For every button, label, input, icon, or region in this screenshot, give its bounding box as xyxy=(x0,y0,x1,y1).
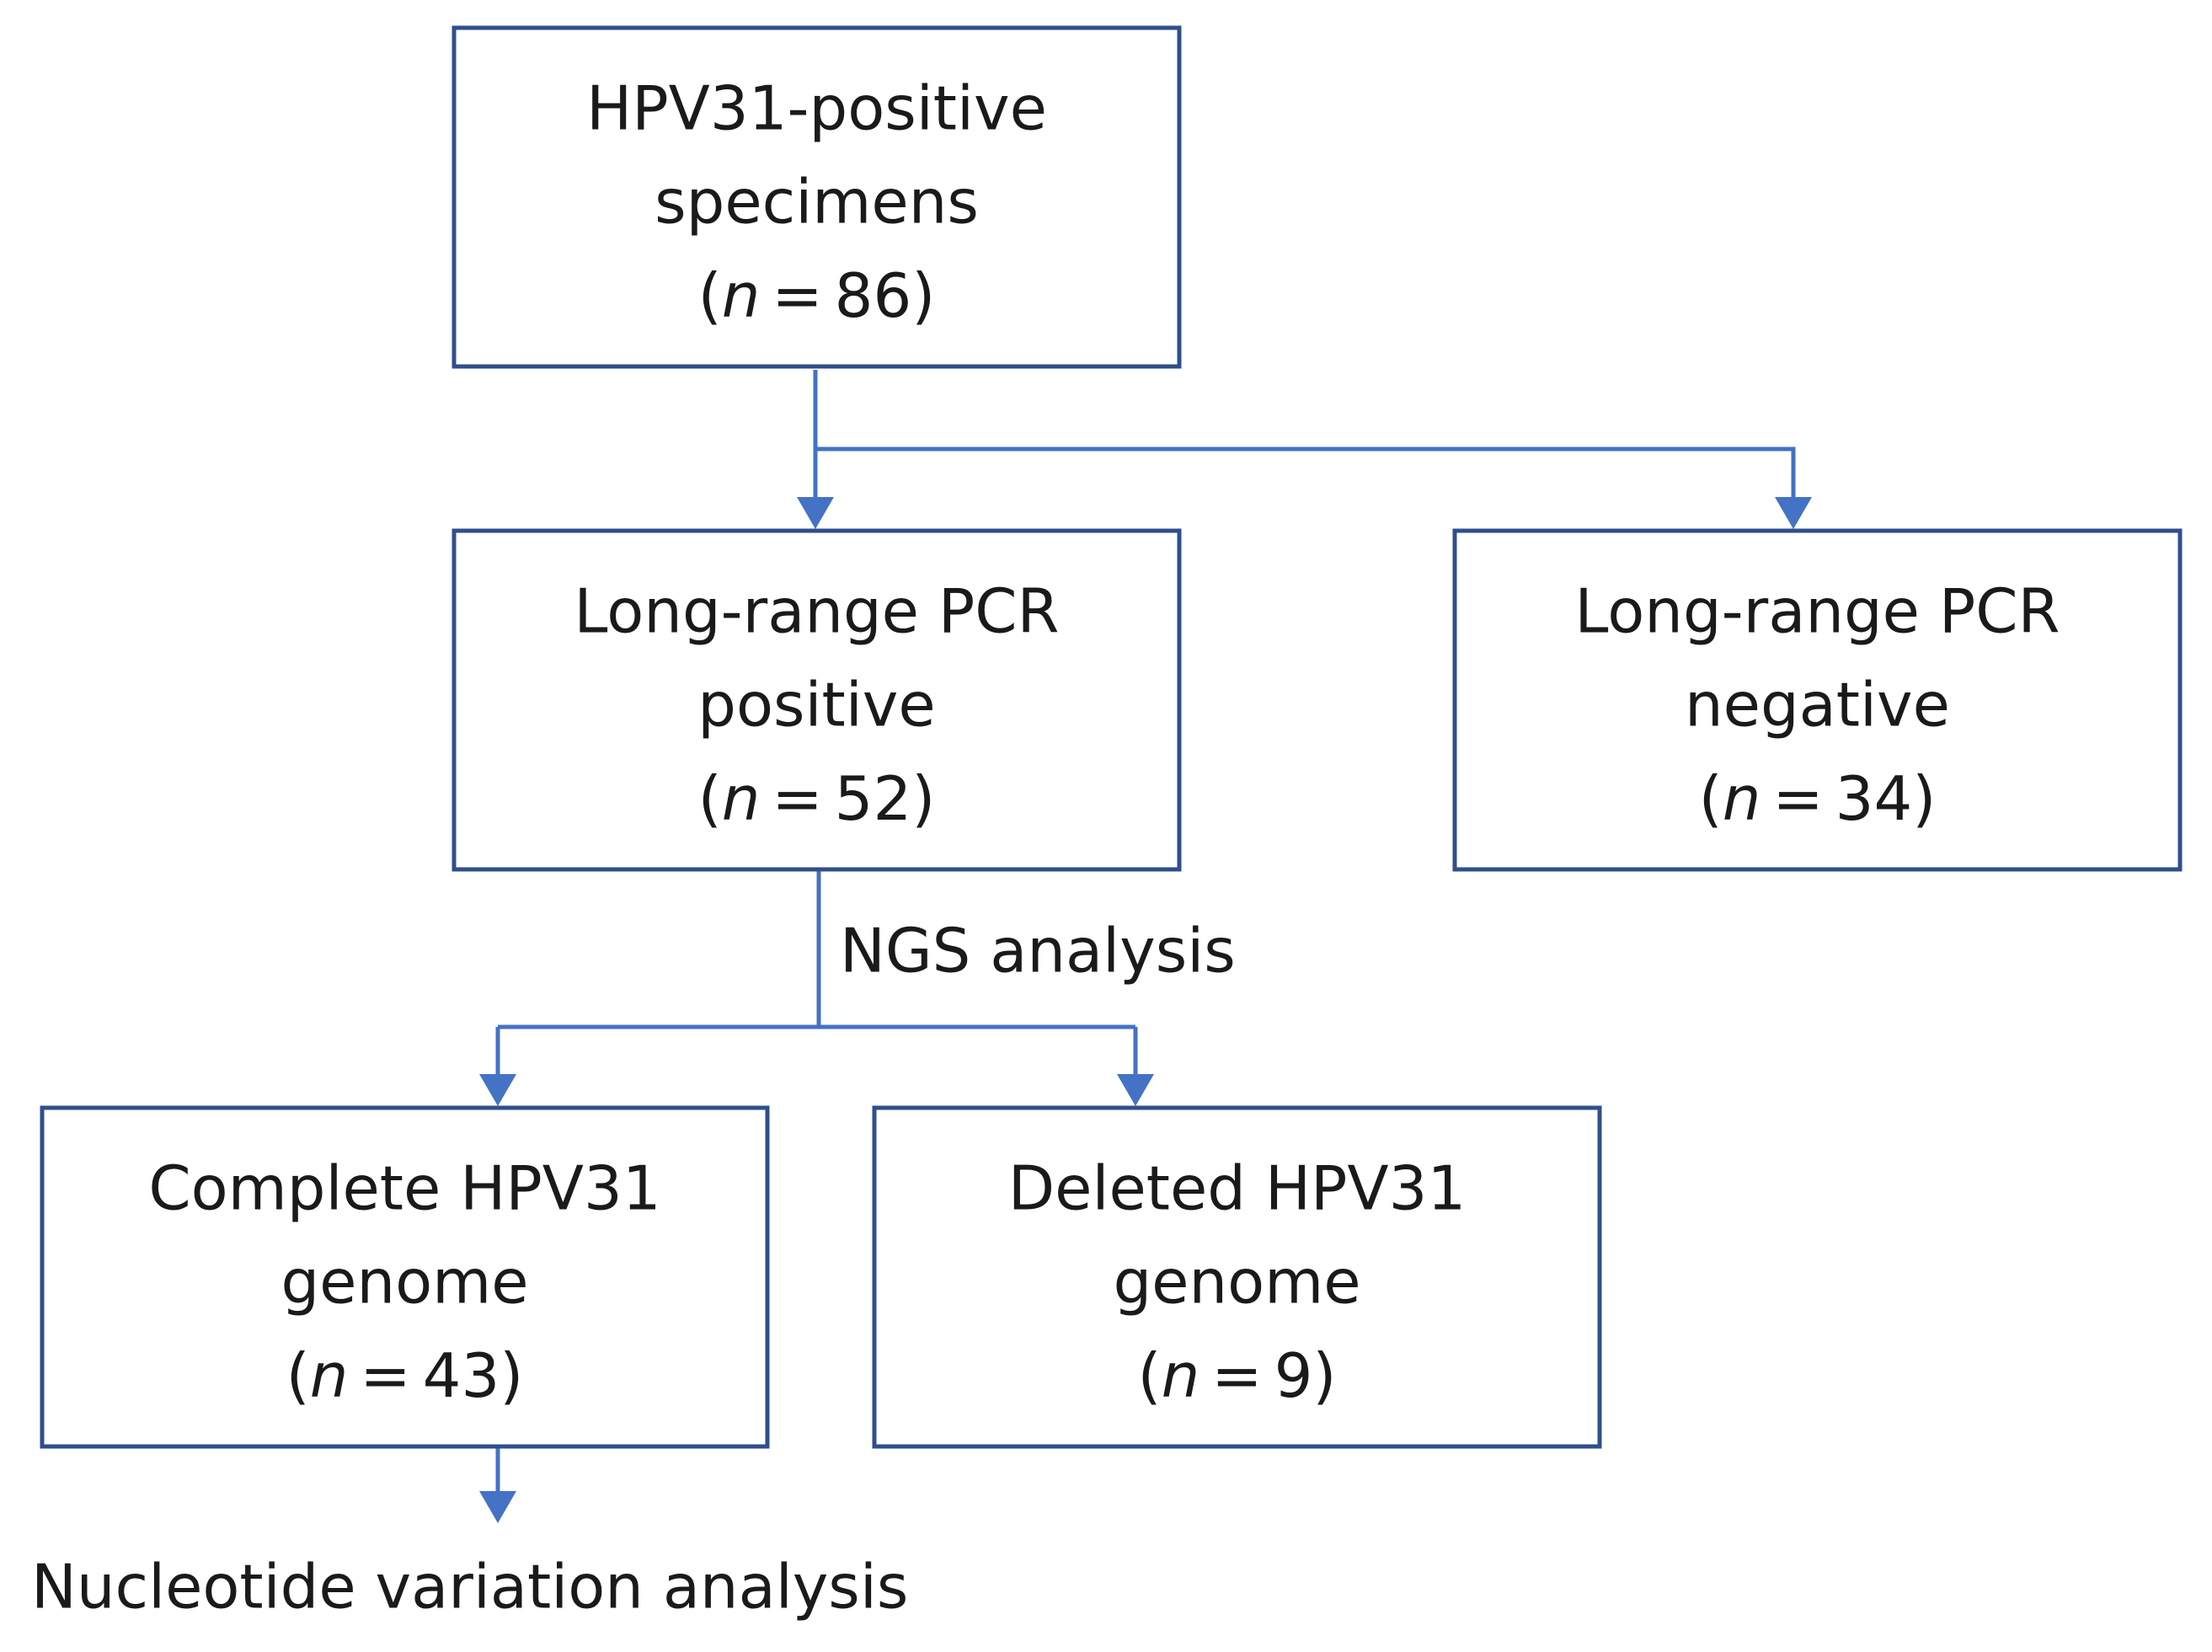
count-close: ) xyxy=(911,763,935,834)
count-value: 52 xyxy=(835,763,912,834)
count-open: ( xyxy=(1138,1340,1162,1411)
node: Complete HPV31 genome (n = 43) xyxy=(40,1105,770,1449)
node-count: (n = 86) xyxy=(698,260,936,331)
count-open: ( xyxy=(286,1340,310,1411)
node-box xyxy=(872,1105,1602,1449)
node-count: (n = 9) xyxy=(1138,1340,1337,1411)
node-box xyxy=(1452,528,2183,872)
arrowhead xyxy=(479,1491,516,1523)
count-open: ( xyxy=(698,260,722,331)
node-label: genome xyxy=(1113,1247,1360,1318)
count-equals: = xyxy=(360,1340,410,1411)
node-label: genome xyxy=(281,1247,528,1318)
node-label: HPV31-positive xyxy=(586,73,1047,144)
arrowhead xyxy=(1117,1074,1154,1106)
connectors xyxy=(479,370,1812,1523)
count-symbol: n xyxy=(1723,763,1761,834)
count-symbol: n xyxy=(722,260,761,331)
node: HPV31-positive specimens (n = 86) xyxy=(451,25,1182,369)
node-label: Deleted HPV31 xyxy=(1008,1153,1467,1224)
count-open: ( xyxy=(1699,763,1723,834)
node-label: Complete HPV31 xyxy=(148,1153,660,1224)
count-symbol: n xyxy=(310,1340,349,1411)
count-equals: = xyxy=(772,260,822,331)
count-open: ( xyxy=(698,763,722,834)
count-symbol: n xyxy=(722,763,761,834)
node-count: (n = 52) xyxy=(698,763,936,834)
node-label: Long-range PCR xyxy=(574,576,1059,647)
count-equals: = xyxy=(1211,1340,1262,1411)
node: Long-range PCR positive (n = 52) xyxy=(451,528,1182,872)
node-box xyxy=(40,1105,770,1449)
count-close: ) xyxy=(1912,763,1936,834)
count-equals: = xyxy=(772,763,822,834)
node-box xyxy=(451,25,1182,369)
node: Deleted HPV31 genome (n = 9) xyxy=(872,1105,1602,1449)
arrowhead xyxy=(797,497,834,529)
node-label: positive xyxy=(697,670,935,740)
node: Long-range PCR negative (n = 34) xyxy=(1452,528,2183,872)
arrowhead xyxy=(479,1074,516,1106)
node-label: Long-range PCR xyxy=(1574,576,2060,647)
count-symbol: n xyxy=(1162,1340,1200,1411)
count-value: 86 xyxy=(835,260,912,331)
node-count: (n = 34) xyxy=(1699,763,1937,834)
node-label: negative xyxy=(1685,670,1950,740)
arrowhead xyxy=(1775,497,1812,529)
count-close: ) xyxy=(1312,1340,1336,1411)
node-count: (n = 43) xyxy=(286,1340,524,1411)
outcome-label: Nucleotide variation analysis xyxy=(31,1552,908,1623)
count-value: 9 xyxy=(1274,1340,1313,1411)
node-box xyxy=(451,528,1182,872)
count-close: ) xyxy=(500,1340,523,1411)
count-value: 43 xyxy=(423,1340,500,1411)
edge-label: NGS analysis xyxy=(840,916,1236,986)
split-connector xyxy=(495,869,1138,1083)
node-label: specimens xyxy=(655,167,979,238)
split-connector xyxy=(813,370,1796,505)
count-value: 34 xyxy=(1835,763,1913,834)
count-close: ) xyxy=(911,260,935,331)
count-equals: = xyxy=(1772,763,1823,834)
